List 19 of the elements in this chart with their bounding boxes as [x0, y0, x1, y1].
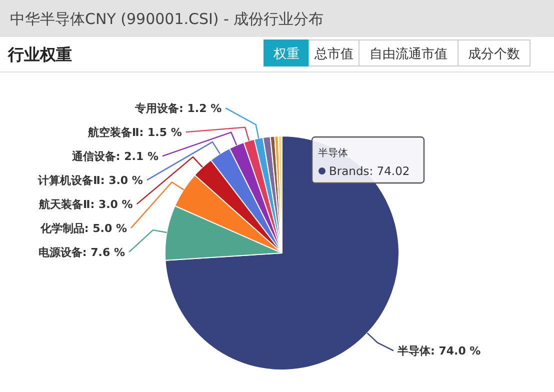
slice-label: 化学制品 [39, 222, 84, 236]
data-label: : 3.0 % [100, 174, 143, 188]
data-label: : 5.0 % [84, 222, 127, 236]
chart-subtitle: 行业权重 [7, 45, 72, 64]
slice-label: 通信设备 [70, 150, 116, 164]
data-label: : 2.1 % [116, 150, 158, 164]
slice-label: 航空装备Ⅱ [87, 126, 140, 140]
data-label: : 1.5 % [139, 126, 182, 140]
slice-label: 专用设备 [134, 102, 180, 116]
tooltip-box: 半导体 Brands: 74.02 [311, 136, 425, 184]
data-label: : 3.0 % [90, 198, 133, 212]
data-label: : 7.6 % [82, 246, 126, 260]
slice-label: 计算机设备Ⅱ [37, 174, 100, 188]
slice-label: 航天装备Ⅱ [38, 198, 90, 212]
slice-label: 半导体 [396, 344, 432, 358]
slice-label: 电源设备 [38, 246, 82, 260]
data-label: : 1.2 % [179, 102, 222, 116]
chart-title: 中华半导体CNY (990001.CSI) - 成份行业分布 [10, 10, 324, 28]
data-label: : 74.0 % [430, 344, 481, 358]
